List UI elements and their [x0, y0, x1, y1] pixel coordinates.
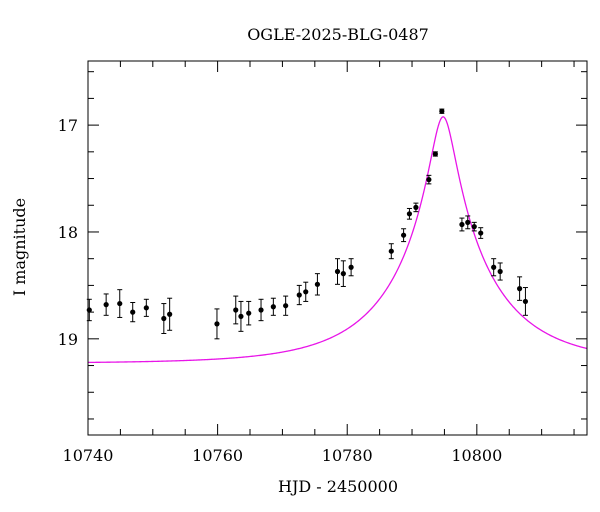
data-point [522, 298, 529, 305]
data-point [497, 268, 503, 275]
data-point [270, 304, 276, 310]
data-point [258, 307, 264, 313]
data-point [161, 315, 167, 322]
x-tick-label: 10800 [451, 446, 502, 465]
data-point [103, 302, 109, 308]
y-tick-label: 18 [58, 223, 78, 242]
data-point [296, 292, 302, 298]
data-point [314, 281, 321, 287]
data-point [233, 307, 239, 313]
data-point [413, 204, 419, 210]
data-point [465, 219, 471, 225]
data-point [283, 303, 289, 309]
data-point [432, 151, 438, 157]
data-point [401, 232, 407, 238]
x-tick-label: 10740 [63, 446, 114, 465]
y-tick-label: 17 [58, 116, 78, 135]
data-point [406, 211, 413, 217]
data-point [426, 177, 432, 183]
data-point [143, 305, 149, 311]
data-point [334, 268, 341, 275]
y-tick-label: 19 [58, 330, 78, 349]
data-point [459, 221, 465, 228]
data-point [130, 309, 136, 315]
data-point [388, 248, 394, 254]
data-point [303, 289, 309, 295]
data-point [246, 310, 252, 316]
data-point [117, 300, 123, 307]
chart-title: OGLE-2025-BLG-0487 [247, 25, 429, 44]
data-point [478, 230, 484, 236]
plot-area: 10740 10760 10780 10800 17 18 19 [58, 60, 588, 465]
data-point [517, 286, 523, 292]
data-point [348, 264, 354, 270]
plot-frame [87, 60, 588, 436]
data-point [214, 321, 220, 327]
data-point [167, 311, 173, 317]
y-axis-label: I magnitude [10, 198, 29, 296]
data-point [491, 264, 497, 270]
data-point [340, 271, 346, 277]
data-point [471, 224, 477, 230]
data-point [238, 313, 244, 319]
x-tick-label: 10760 [192, 446, 243, 465]
x-tick-label: 10780 [322, 446, 373, 465]
model-curve [88, 116, 587, 364]
data-point [439, 108, 445, 114]
x-axis-label: HJD - 2450000 [278, 477, 398, 496]
